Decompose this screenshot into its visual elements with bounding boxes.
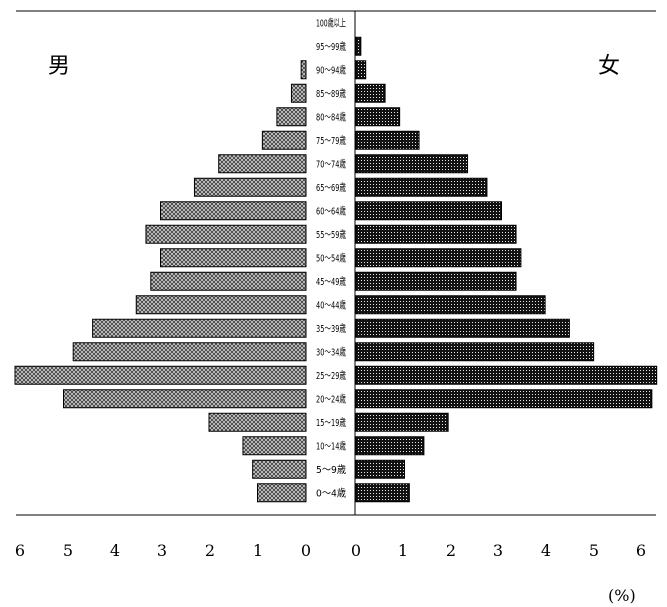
age-label: 5～9歳 bbox=[316, 464, 346, 476]
age-label: 10～14歳 bbox=[316, 440, 346, 452]
age-label: 60～64歳 bbox=[316, 205, 346, 217]
female-series bbox=[355, 36, 658, 503]
age-label: 75～79歳 bbox=[316, 135, 346, 147]
male-bar bbox=[290, 83, 307, 103]
male-series bbox=[14, 60, 307, 503]
male-bar bbox=[193, 177, 307, 197]
x-tick-label-right: 3 bbox=[493, 541, 503, 560]
x-tick-label-right: 2 bbox=[446, 541, 456, 560]
male-bar bbox=[208, 412, 307, 432]
age-label: 70～74歳 bbox=[316, 158, 346, 170]
male-bar bbox=[92, 318, 307, 338]
male-bar bbox=[261, 130, 307, 150]
male-label: 男 bbox=[48, 54, 70, 79]
age-label: 0～4歳 bbox=[316, 487, 346, 499]
male-bar bbox=[160, 248, 307, 268]
x-tick-label-right: 6 bbox=[636, 541, 646, 560]
unit-label: (%) bbox=[608, 586, 636, 605]
male-bar bbox=[276, 107, 307, 127]
male-bar bbox=[150, 271, 307, 291]
male-bar bbox=[72, 342, 307, 362]
male-bar bbox=[257, 483, 307, 503]
x-tick-label-left: 6 bbox=[15, 541, 25, 560]
age-label: 25～29歳 bbox=[316, 370, 346, 382]
male-bar bbox=[14, 365, 307, 385]
female-bar bbox=[355, 295, 546, 315]
x-tick-label-right: 0 bbox=[351, 541, 361, 560]
female-bar bbox=[355, 60, 367, 80]
x-tick-label-left: 0 bbox=[301, 541, 311, 560]
female-bar bbox=[355, 177, 488, 197]
x-tick-label-left: 2 bbox=[205, 541, 215, 560]
male-bar bbox=[160, 201, 307, 221]
female-bar bbox=[355, 389, 653, 409]
female-bar bbox=[355, 412, 449, 432]
age-label: 55～59歳 bbox=[316, 229, 346, 241]
x-tick-label-left: 5 bbox=[63, 541, 73, 560]
age-label: 45～49歳 bbox=[316, 276, 346, 288]
male-bar bbox=[218, 154, 307, 174]
female-bar bbox=[355, 248, 522, 268]
x-tick-label-left: 1 bbox=[253, 541, 263, 560]
female-label: 女 bbox=[598, 54, 620, 79]
age-label: 50～54歳 bbox=[316, 252, 346, 264]
x-tick-label-left: 4 bbox=[110, 541, 120, 560]
female-bar bbox=[355, 107, 401, 127]
x-tick-label-left: 3 bbox=[157, 541, 167, 560]
x-tick-label-right: 5 bbox=[589, 541, 599, 560]
age-label: 95～99歳 bbox=[316, 41, 346, 53]
age-label: 80～84歳 bbox=[316, 111, 346, 123]
x-tick-label-right: 4 bbox=[541, 541, 551, 560]
female-bar bbox=[355, 271, 517, 291]
female-bar bbox=[355, 36, 362, 56]
female-bar bbox=[355, 201, 502, 221]
x-tick-labels: 6 5 4 3 2 1 0 0 1 2 3 4 5 6 bbox=[15, 541, 646, 560]
female-bar bbox=[355, 342, 595, 362]
male-bar bbox=[145, 224, 307, 244]
age-label: 100歳以上 bbox=[316, 17, 346, 29]
age-label: 40～44歳 bbox=[316, 299, 346, 311]
female-bar bbox=[355, 130, 420, 150]
female-bar bbox=[355, 318, 570, 338]
female-bar bbox=[355, 436, 425, 456]
female-bar bbox=[355, 83, 386, 103]
age-label: 90～94歳 bbox=[316, 64, 346, 76]
age-label: 65～69歳 bbox=[316, 182, 346, 194]
female-bar bbox=[355, 483, 410, 503]
male-bar bbox=[300, 60, 307, 80]
age-label: 35～39歳 bbox=[316, 323, 346, 335]
female-bar bbox=[355, 154, 469, 174]
female-bar bbox=[355, 459, 405, 479]
age-category-labels: 100歳以上 95～99歳 90～94歳 85～89歳 80～84歳 75～79歳 70～7… bbox=[316, 17, 346, 499]
female-bar bbox=[355, 365, 658, 385]
male-bar bbox=[252, 459, 307, 479]
age-label: 20～24歳 bbox=[316, 393, 346, 405]
age-label: 85～89歳 bbox=[316, 88, 346, 100]
female-bar bbox=[355, 224, 517, 244]
male-bar bbox=[63, 389, 307, 409]
male-bar bbox=[135, 295, 307, 315]
x-tick-label-right: 1 bbox=[398, 541, 408, 560]
male-bar bbox=[242, 436, 307, 456]
age-label: 15～19歳 bbox=[316, 417, 346, 429]
age-label: 30～34歳 bbox=[316, 346, 346, 358]
